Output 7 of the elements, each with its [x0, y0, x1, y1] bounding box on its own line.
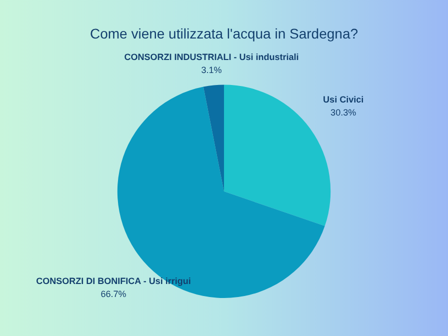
chart-title: Come viene utilizzata l'acqua in Sardegna?: [90, 25, 358, 42]
slice-label: Usi Civici: [323, 94, 364, 105]
slice-label: CONSORZI DI BONIFICA - Usi irrigui: [36, 276, 191, 286]
data-label: 30.3%: [330, 108, 356, 118]
data-label: 3.1%: [201, 64, 222, 75]
slice-label: CONSORZI INDUSTRIALI - Usi industriali: [124, 52, 299, 62]
data-label: 66.7%: [100, 289, 126, 300]
